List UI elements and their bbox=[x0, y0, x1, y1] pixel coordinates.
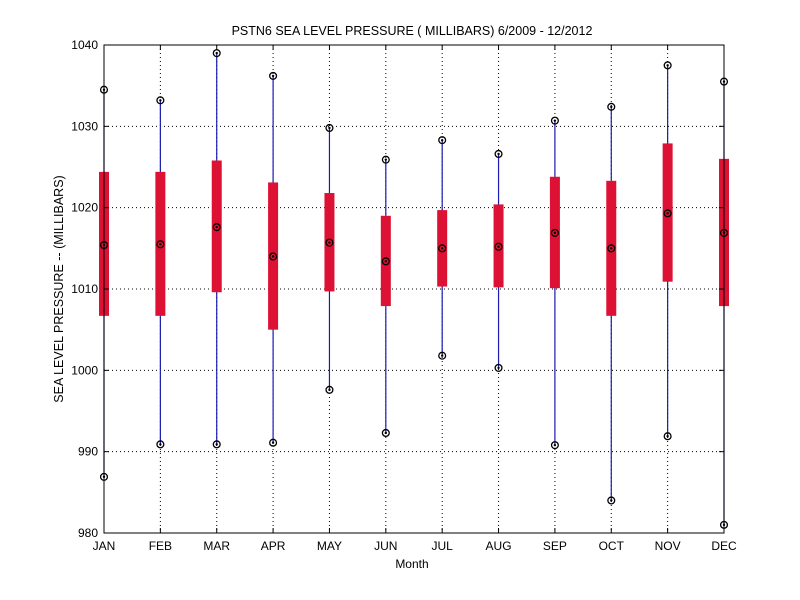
min-marker bbox=[438, 351, 447, 360]
median-marker-dot bbox=[328, 241, 331, 244]
x-tick-label: JUN bbox=[374, 539, 397, 553]
box-may bbox=[324, 123, 335, 394]
max-marker-dot bbox=[384, 158, 388, 161]
median-marker bbox=[269, 252, 278, 261]
min-marker bbox=[494, 363, 503, 372]
x-tick-label: AUG bbox=[486, 539, 512, 553]
max-marker-dot bbox=[553, 119, 557, 122]
max-marker bbox=[325, 123, 334, 133]
box-apr bbox=[268, 71, 279, 447]
y-tick-label: 990 bbox=[78, 445, 98, 459]
y-tick-label: 980 bbox=[78, 526, 98, 540]
min-marker bbox=[325, 385, 334, 394]
max-marker bbox=[269, 71, 278, 80]
median-marker-dot bbox=[159, 243, 162, 246]
y-tick-label: 1020 bbox=[71, 201, 98, 215]
box-nov bbox=[662, 61, 673, 441]
median-marker bbox=[381, 257, 390, 266]
min-marker bbox=[663, 432, 672, 441]
max-marker bbox=[438, 136, 447, 145]
min-marker bbox=[269, 438, 278, 447]
y-tick-label: 1040 bbox=[71, 38, 98, 52]
box-sep bbox=[549, 116, 560, 450]
x-tick-label: JUL bbox=[432, 539, 454, 553]
box-feb bbox=[155, 96, 166, 449]
max-marker bbox=[156, 96, 165, 105]
x-tick-label: SEP bbox=[543, 539, 567, 553]
median-marker-dot bbox=[215, 225, 218, 229]
min-marker-dot bbox=[610, 499, 613, 502]
max-marker-dot bbox=[328, 126, 331, 130]
min-marker-dot bbox=[271, 441, 275, 444]
y-tick-label: 1000 bbox=[71, 363, 98, 377]
max-marker-dot bbox=[666, 64, 669, 67]
max-marker bbox=[381, 155, 390, 164]
max-marker-dot bbox=[271, 74, 275, 78]
median-marker bbox=[550, 228, 559, 237]
median-marker bbox=[156, 240, 165, 249]
min-marker-dot bbox=[215, 443, 218, 446]
max-marker bbox=[607, 102, 616, 111]
box-mar bbox=[211, 49, 222, 449]
min-marker-dot bbox=[384, 431, 388, 435]
min-marker-dot bbox=[666, 435, 669, 438]
box-oct bbox=[606, 102, 617, 505]
min-marker-dot bbox=[440, 354, 444, 357]
box-jul bbox=[437, 136, 448, 360]
max-marker bbox=[550, 116, 559, 125]
y-axis-label: SEA LEVEL PRESSURE -- (MILLIBARS) bbox=[52, 175, 66, 402]
median-marker-dot bbox=[384, 260, 388, 263]
min-marker-dot bbox=[159, 443, 162, 446]
y-tick-label: 1030 bbox=[71, 119, 98, 133]
median-marker bbox=[212, 223, 221, 232]
median-marker-dot bbox=[553, 231, 557, 235]
min-marker-dot bbox=[497, 366, 500, 370]
min-marker bbox=[607, 496, 616, 505]
x-tick-label: JAN bbox=[93, 539, 116, 553]
max-marker-dot bbox=[215, 51, 218, 55]
max-marker-dot bbox=[440, 138, 444, 142]
min-marker-dot bbox=[553, 443, 557, 447]
median-marker-dot bbox=[271, 255, 275, 258]
max-marker-dot bbox=[610, 105, 613, 109]
max-marker-dot bbox=[159, 99, 162, 102]
median-marker bbox=[494, 242, 503, 251]
min-marker-dot bbox=[328, 388, 331, 392]
min-marker bbox=[381, 428, 390, 438]
min-marker bbox=[212, 440, 221, 449]
x-tick-label: OCT bbox=[599, 539, 625, 553]
x-tick-label: MAR bbox=[203, 539, 230, 553]
median-marker bbox=[438, 244, 447, 253]
x-tick-label: DEC bbox=[711, 539, 737, 553]
chart-title: PSTN6 SEA LEVEL PRESSURE ( MILLIBARS) 6/… bbox=[232, 24, 593, 38]
max-marker bbox=[494, 149, 503, 159]
x-tick-label: MAY bbox=[317, 539, 342, 553]
box-jun bbox=[380, 155, 391, 438]
median-marker-dot bbox=[440, 247, 444, 250]
median-marker-dot bbox=[666, 212, 669, 215]
y-tick-label: 1010 bbox=[71, 282, 98, 296]
x-axis-label: Month bbox=[395, 557, 428, 571]
median-marker bbox=[325, 238, 334, 247]
median-marker bbox=[663, 209, 672, 218]
x-tick-label: FEB bbox=[149, 539, 172, 553]
x-tick-label: NOV bbox=[655, 539, 681, 553]
median-marker-dot bbox=[497, 245, 500, 248]
min-marker bbox=[550, 441, 559, 450]
max-marker-dot bbox=[497, 152, 500, 156]
median-marker bbox=[607, 244, 616, 253]
axis-ticks: 980 990 1000 1010 1020 1030 1040 JAN FEB MAR APR MA… bbox=[71, 38, 737, 553]
median-marker-dot bbox=[610, 247, 613, 250]
box-aug bbox=[493, 149, 504, 372]
max-marker bbox=[663, 61, 672, 70]
min-marker bbox=[156, 440, 165, 449]
x-tick-label: APR bbox=[261, 539, 286, 553]
